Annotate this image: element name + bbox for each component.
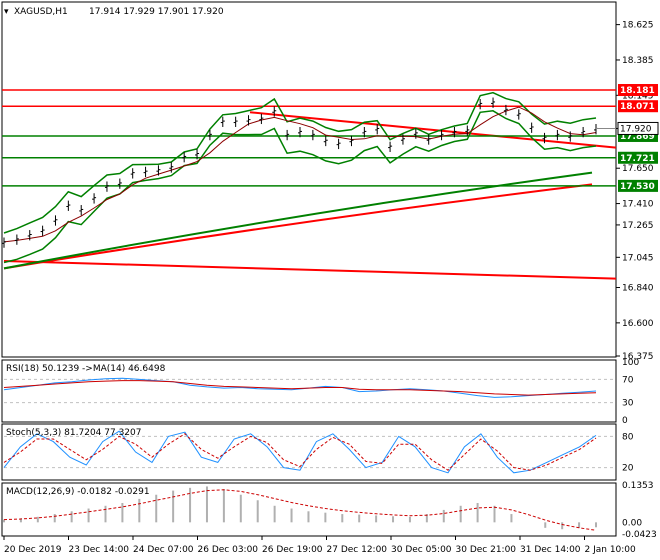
rsi-line <box>3 377 597 398</box>
fast-ma <box>3 106 597 243</box>
time-axis-label: 31 Dec 14:00 <box>520 545 581 555</box>
time-axis-label: 30 Dec 05:00 <box>391 545 452 555</box>
stoch-label: Stoch(5,3,3) 81.7204 77.3207 <box>6 428 141 438</box>
stoch-panel-frame <box>1 423 617 481</box>
current-price-tag <box>617 121 659 135</box>
price-axis-label: 17.650 <box>622 164 654 174</box>
stoch-k-line <box>3 430 597 474</box>
current-price-label: 17.920 <box>620 124 652 134</box>
long-red-trendline <box>3 260 617 280</box>
green-moving-average <box>3 171 593 270</box>
chart-title-ohlc: 17.914 17.929 17.901 17.920 <box>89 7 224 17</box>
level-tag-label: 17.869 <box>620 132 655 142</box>
expand-icon[interactable]: ▾ <box>4 7 9 17</box>
price-axis-label: 16.600 <box>622 319 654 329</box>
time-axis-label: 20 Dec 2019 <box>4 545 62 555</box>
stoch-axis-label: 80 <box>622 432 634 442</box>
rsi-panel-frame <box>1 359 617 423</box>
price-axis-label: 16.840 <box>622 284 654 294</box>
price-axis-label: 17.410 <box>622 200 654 210</box>
time-axis-label: 23 Dec 14:00 <box>69 545 130 555</box>
level-tag-label: 17.721 <box>620 154 655 164</box>
level-tag-bg <box>618 179 658 192</box>
macd-label: MACD(12,26,9) -0.0182 -0.0291 <box>6 487 150 497</box>
rsi-axis-label: 100 <box>622 358 639 368</box>
macd-axis-label: 0.00 <box>622 518 642 528</box>
level-tag-bg <box>618 100 658 113</box>
stoch-axis-label: 20 <box>622 464 634 474</box>
time-axis-label: 30 Dec 21:00 <box>456 545 517 555</box>
time-axis-label: 26 Dec 19:00 <box>262 545 323 555</box>
red-resistance-trendline <box>249 111 617 149</box>
macd-axis-label: -0.0423 <box>622 530 657 540</box>
level-tag-label: 18.181 <box>620 86 655 96</box>
level-tag-bg <box>618 84 658 97</box>
time-axis-label: 26 Dec 03:00 <box>198 545 259 555</box>
rsi-axis-label: 70 <box>622 375 634 385</box>
upper-band <box>3 91 597 234</box>
stoch-d-line <box>3 433 597 471</box>
rsi-label: RSI(18) 50.1239 ->MA(14) 46.6498 <box>6 364 166 374</box>
time-axis-label: 27 Dec 12:00 <box>327 545 388 555</box>
time-axis-label: 24 Dec 07:00 <box>133 545 194 555</box>
price-axis-label: 18.385 <box>622 56 654 66</box>
rsi-axis-label: 30 <box>622 399 634 409</box>
chart-title-symbol: XAGUSD,H1 <box>14 7 68 17</box>
main-panel-frame <box>1 1 617 358</box>
time-axis-label: 2 Jan 10:00 <box>585 545 637 555</box>
macd-axis-label: 0.1353 <box>622 481 654 491</box>
price-axis-label: 17.265 <box>622 221 654 231</box>
price-axis-label: 16.375 <box>622 352 654 362</box>
rsi-ma-line <box>3 380 597 396</box>
rsi-axis-label: 0 <box>622 416 628 426</box>
level-tag-bg <box>618 151 658 164</box>
price-axis-label: 18.625 <box>622 21 654 31</box>
price-axis-label: 18.145 <box>622 91 654 101</box>
red-moving-average <box>3 183 593 270</box>
level-tag-label: 17.530 <box>620 182 655 192</box>
level-tag-label: 18.071 <box>620 102 655 112</box>
price-axis-label: 17.045 <box>622 253 654 263</box>
